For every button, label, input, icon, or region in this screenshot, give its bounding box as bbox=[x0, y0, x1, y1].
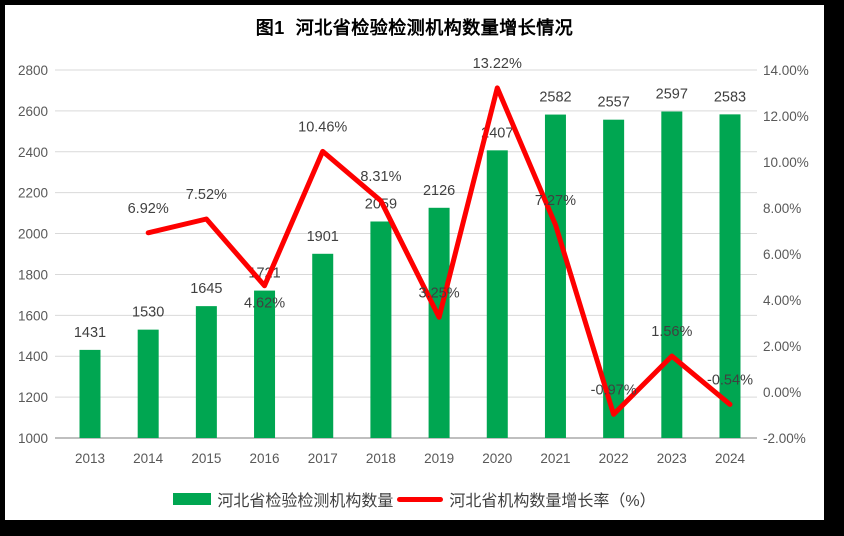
right-axis-tick: 14.00% bbox=[763, 63, 809, 78]
line-point-label: -0.97% bbox=[591, 382, 637, 398]
line-point-label: 6.92% bbox=[128, 201, 169, 217]
bar-value-label: 2582 bbox=[539, 90, 571, 106]
bar-value-label: 2597 bbox=[656, 87, 688, 103]
right-axis-tick: -2.00% bbox=[763, 431, 806, 446]
bar-2013 bbox=[79, 349, 101, 438]
bar-value-label: 2557 bbox=[598, 95, 630, 111]
left-axis-tick: 1000 bbox=[18, 431, 48, 446]
bar-2019 bbox=[428, 207, 450, 438]
x-axis-tick: 2018 bbox=[366, 451, 396, 466]
left-axis-tick: 2200 bbox=[18, 186, 48, 201]
legend-item-line: 河北省机构数量增长率（%） bbox=[397, 487, 656, 511]
bar-2017 bbox=[312, 253, 334, 438]
left-axis-tick: 2600 bbox=[18, 104, 48, 119]
line-point-label: 3.25% bbox=[419, 285, 460, 301]
right-axis-tick: 8.00% bbox=[763, 201, 801, 216]
x-axis-tick: 2020 bbox=[482, 451, 512, 466]
x-axis-tick: 2023 bbox=[657, 451, 687, 466]
left-axis-tick: 1400 bbox=[18, 349, 48, 364]
line-point-label: -0.54% bbox=[707, 372, 753, 388]
bar-2022 bbox=[603, 119, 625, 439]
bar-2015 bbox=[195, 306, 217, 438]
line-point-label: 7.27% bbox=[535, 193, 576, 209]
bar-2024 bbox=[719, 114, 741, 438]
legend-line-label: 河北省机构数量增长率（%） bbox=[449, 493, 656, 510]
left-axis-tick: 1200 bbox=[18, 390, 48, 405]
x-axis-tick: 2016 bbox=[250, 451, 280, 466]
x-axis-tick: 2015 bbox=[191, 451, 221, 466]
x-axis-tick: 2022 bbox=[599, 451, 629, 466]
left-axis-tick: 2000 bbox=[18, 227, 48, 242]
bar-2020 bbox=[486, 150, 508, 438]
right-axis-tick: 10.00% bbox=[763, 155, 809, 170]
bar-2023 bbox=[661, 111, 683, 438]
right-axis-tick: 2.00% bbox=[763, 339, 801, 354]
line-series-swatch-icon bbox=[397, 496, 444, 502]
left-axis-tick: 2400 bbox=[18, 145, 48, 160]
bar-value-label: 2126 bbox=[423, 183, 455, 199]
legend-bar-label: 河北省检验检测机构数量 bbox=[217, 493, 394, 510]
chart-title: 图1 河北省检验检测机构数量增长情况 bbox=[255, 18, 574, 38]
bar-value-label: 2583 bbox=[714, 89, 746, 105]
bar-value-label: 1431 bbox=[74, 325, 106, 341]
line-point-label: 7.52% bbox=[186, 187, 227, 203]
chart-legend: 河北省检验检测机构数量 河北省机构数量增长率（%） bbox=[5, 487, 824, 511]
bar-value-label: 1530 bbox=[132, 305, 164, 321]
bar-2014 bbox=[137, 329, 159, 438]
x-axis-tick: 2019 bbox=[424, 451, 454, 466]
left-axis-tick: 1800 bbox=[18, 267, 48, 282]
line-point-label: 10.46% bbox=[298, 119, 347, 135]
x-axis-tick: 2013 bbox=[75, 451, 105, 466]
right-axis-tick: 0.00% bbox=[763, 385, 801, 400]
line-point-label: 1.56% bbox=[651, 324, 692, 340]
bar-2016 bbox=[254, 290, 276, 438]
left-axis-tick: 2800 bbox=[18, 63, 48, 78]
right-axis-tick: 6.00% bbox=[763, 247, 801, 262]
growth-rate-line bbox=[145, 85, 733, 417]
right-axis-tick: 12.00% bbox=[763, 109, 809, 124]
bar-value-label: 1645 bbox=[190, 281, 222, 297]
legend-item-bars: 河北省检验检测机构数量 bbox=[173, 487, 393, 511]
x-axis-tick: 2021 bbox=[540, 451, 570, 466]
x-axis-tick: 2024 bbox=[715, 451, 746, 466]
bar-value-label: 1901 bbox=[307, 229, 339, 245]
x-axis-tick: 2017 bbox=[308, 451, 338, 466]
line-point-label: 8.31% bbox=[360, 169, 401, 185]
bar-2018 bbox=[370, 221, 392, 438]
right-axis-tick: 4.00% bbox=[763, 293, 801, 308]
bar-2021 bbox=[544, 114, 566, 439]
x-axis-tick: 2014 bbox=[133, 451, 164, 466]
line-point-label: 4.62% bbox=[244, 296, 285, 312]
bar-series-swatch-icon bbox=[173, 493, 212, 505]
left-axis-tick: 1600 bbox=[18, 308, 48, 323]
line-point-label: 13.22% bbox=[473, 56, 522, 72]
